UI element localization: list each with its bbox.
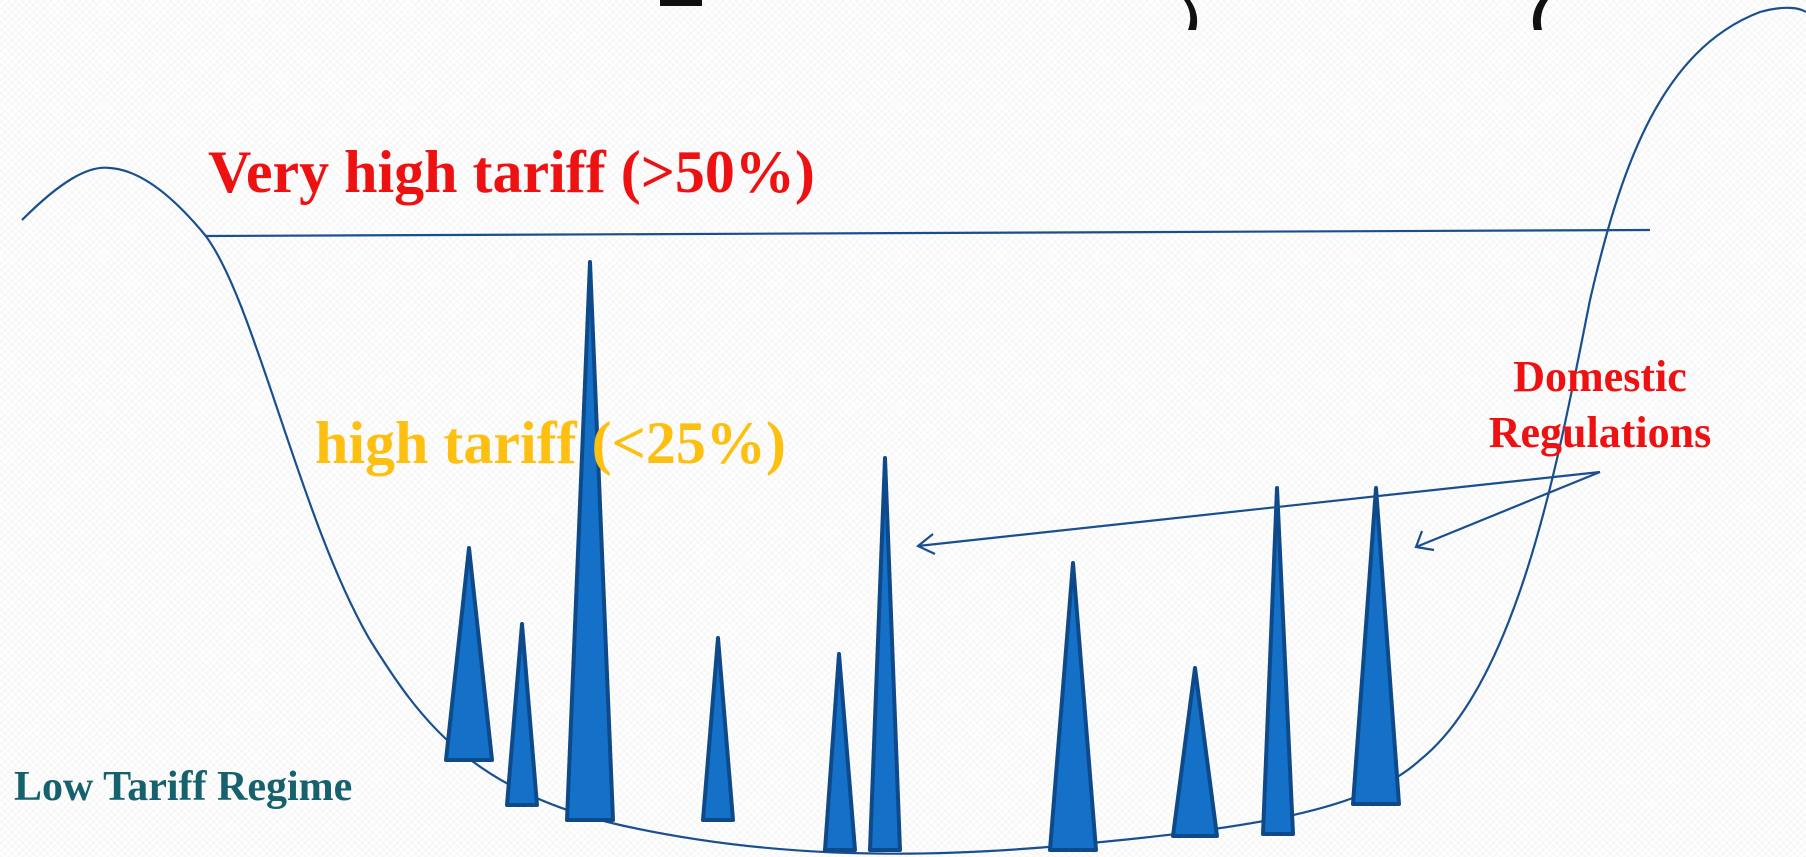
arrow-head-right <box>1414 530 1435 552</box>
arrow-line-right <box>1415 470 1601 549</box>
spike-2 <box>505 622 539 807</box>
domestic-regulations-label-line2: Regulations <box>1489 408 1711 457</box>
spike-3 <box>565 260 615 822</box>
spike-9 <box>1261 486 1295 836</box>
spike-4 <box>701 636 735 822</box>
arrow-head-left <box>915 533 936 555</box>
very-high-tariff-line <box>204 228 1651 238</box>
spike-6 <box>868 456 902 852</box>
regulation-spikes <box>444 260 1401 852</box>
cut-off-title <box>660 0 1548 30</box>
spike-1 <box>444 546 494 762</box>
very-high-tariff-label: Very high tariff (>50%) <box>208 139 815 205</box>
low-tariff-regime-label: Low Tariff Regime <box>14 764 352 810</box>
high-tariff-label: high tariff (<25%) <box>315 410 786 476</box>
spike-8 <box>1171 666 1219 838</box>
tariff-valley-curve <box>21 6 1806 855</box>
arrow-line-left <box>917 470 1601 548</box>
regulation-arrows <box>915 470 1601 555</box>
spike-7 <box>1048 561 1098 852</box>
spike-10 <box>1351 486 1401 806</box>
spike-5 <box>823 652 857 852</box>
domestic-regulations-label-line1: Domestic <box>1513 352 1687 401</box>
